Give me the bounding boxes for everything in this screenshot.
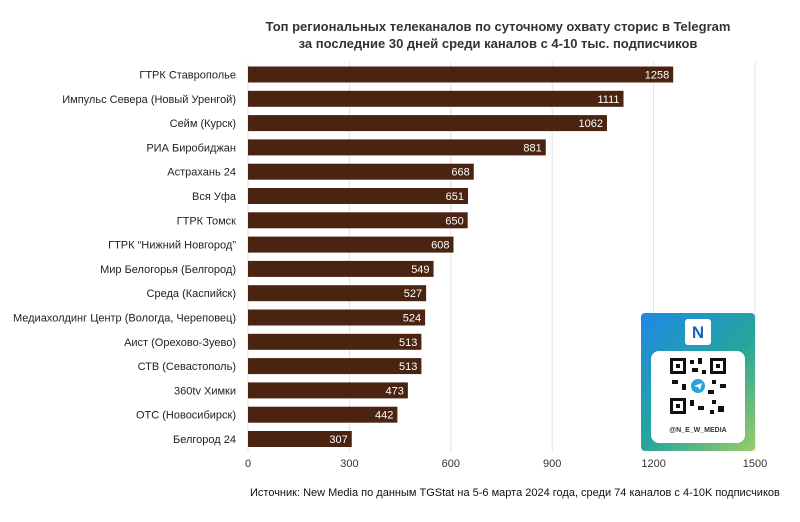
- data-label: 442: [375, 410, 393, 422]
- data-label: 524: [403, 313, 421, 325]
- bar: [248, 139, 546, 156]
- category-label: ГТРК Ставрополье: [139, 70, 236, 82]
- bar: [248, 212, 468, 229]
- category-label: 360tv Химки: [174, 385, 236, 397]
- bar: [248, 188, 469, 204]
- category-label: Медиахолдинг Центр (Вологда, Череповец): [13, 313, 236, 325]
- data-label: 651: [446, 191, 464, 203]
- x-tick-label: 600: [442, 458, 460, 470]
- new-media-logo-icon: N: [685, 319, 711, 345]
- data-label: 513: [399, 337, 417, 349]
- bar: [248, 431, 352, 447]
- bar: [248, 236, 454, 253]
- data-label: 1111: [597, 94, 619, 106]
- bar: [248, 382, 408, 399]
- category-label: Мир Белогорья (Белгород): [100, 264, 236, 276]
- category-label: Вся Уфа: [192, 191, 237, 203]
- category-label: СТВ (Севастополь): [138, 361, 236, 373]
- data-label: 608: [431, 240, 449, 252]
- logo-letter: N: [691, 322, 705, 342]
- bar: [248, 309, 426, 326]
- category-label: Импульс Севера (Новый Уренгой): [62, 94, 236, 106]
- data-label: 881: [523, 142, 541, 154]
- bar: [248, 333, 422, 350]
- channel-handle[interactable]: @N_E_W_MEDIA: [669, 427, 727, 434]
- chart-title-line2: за последние 30 дней среди каналов с 4-1…: [298, 36, 698, 51]
- qr-code-icon: [668, 356, 728, 416]
- promo-card[interactable]: N @N_E_W_MEDIA: [641, 313, 755, 451]
- x-tick-label: 0: [245, 458, 251, 470]
- data-label: 668: [451, 167, 469, 179]
- bar: [248, 285, 427, 302]
- chart-title-line1: Топ региональных телеканалов по суточном…: [265, 19, 731, 34]
- x-tick-label: 1500: [743, 458, 767, 470]
- bar: [248, 260, 434, 277]
- bar: [248, 406, 398, 423]
- x-tick-label: 1200: [641, 458, 665, 470]
- category-label: Белгород 24: [173, 434, 236, 446]
- source-note: Источник: New Media по данным TGStat на …: [250, 487, 780, 499]
- bar: [248, 163, 474, 180]
- data-label: 650: [445, 215, 463, 227]
- category-label: РИА Биробиджан: [146, 142, 236, 154]
- bar: [248, 66, 674, 83]
- data-label: 527: [404, 288, 422, 300]
- bar: [248, 358, 422, 375]
- category-label: ГТРК Томск: [177, 215, 237, 227]
- category-label: ОТС (Новосибирск): [136, 410, 236, 422]
- data-label: 1062: [578, 118, 602, 130]
- category-label: Астрахань 24: [167, 167, 236, 179]
- bar: [248, 115, 607, 132]
- x-tick-label: 300: [340, 458, 358, 470]
- x-tick-label: 900: [543, 458, 561, 470]
- bar: [248, 90, 624, 107]
- qr-card[interactable]: @N_E_W_MEDIA: [651, 351, 745, 443]
- category-label: Сейм (Курск): [170, 118, 236, 130]
- category-label: ГТРК “Нижний Новгород”: [108, 240, 236, 252]
- category-label: Среда (Каспийск): [147, 288, 236, 300]
- data-label: 513: [399, 361, 417, 373]
- data-label: 473: [386, 385, 404, 397]
- data-label: 549: [411, 264, 429, 276]
- data-label: 307: [329, 434, 347, 446]
- bar-chart: 0 300 600 900 1200 1500 ГТРК Ставрополье 1258 Им…: [13, 62, 767, 470]
- data-label: 1258: [645, 70, 669, 82]
- category-label: Аист (Орехово-Зуево): [124, 337, 236, 349]
